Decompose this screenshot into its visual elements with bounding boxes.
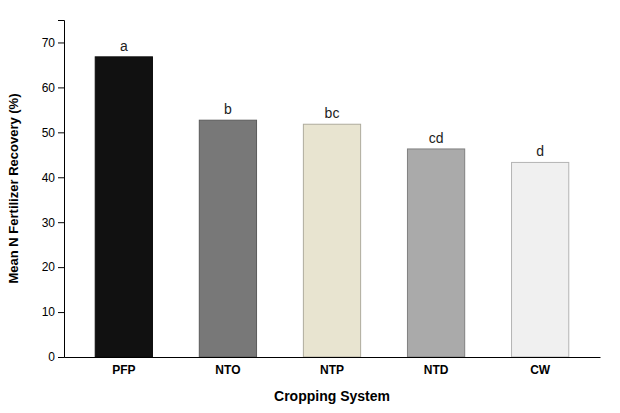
bar xyxy=(303,124,360,357)
bar xyxy=(512,162,569,357)
chart: 0 10 20 30 40 50 60 70 PFP NTO NTP NTD CW a b bc cd d Crop… xyxy=(0,0,620,413)
tick-label: 50 xyxy=(42,126,56,140)
axis-line xyxy=(65,357,601,358)
tick: 50 xyxy=(42,126,64,140)
tick-label: 60 xyxy=(42,81,56,95)
tick-label: NTO xyxy=(215,363,240,377)
tick-label: PFP xyxy=(112,363,135,377)
x-axis: PFP NTO NTP NTD CW xyxy=(65,358,601,377)
annotation: cd xyxy=(429,130,444,146)
tick: 40 xyxy=(42,171,64,185)
annotation: a xyxy=(120,38,128,54)
tick-label: 20 xyxy=(42,260,56,274)
annotation: bc xyxy=(325,105,340,121)
tick-mark xyxy=(58,222,64,223)
tick-mark xyxy=(58,357,64,358)
tick-label: NTD xyxy=(424,363,449,377)
tick-mark xyxy=(58,267,64,268)
bar xyxy=(95,57,152,357)
tick: 10 xyxy=(42,305,64,319)
tick: 60 xyxy=(42,81,64,95)
plot: 0 10 20 30 40 50 60 70 PFP NTO NTP NTD CW a b bc cd d xyxy=(42,21,601,377)
tick: 0 xyxy=(48,350,64,364)
y-axis-title: Mean N Fertilizer Recovery (%) xyxy=(6,93,21,283)
x-axis-title: Cropping System xyxy=(274,388,390,404)
tick-mark xyxy=(58,132,64,133)
tick-label: 30 xyxy=(42,216,56,230)
tick-label: 0 xyxy=(48,350,55,364)
tick: 20 xyxy=(42,260,64,274)
bar xyxy=(199,120,256,357)
annotation: b xyxy=(224,101,232,117)
tick-mark xyxy=(58,42,64,43)
tick-label: 40 xyxy=(42,171,56,185)
tick-label: CW xyxy=(530,363,551,377)
tick-label: 10 xyxy=(42,305,56,319)
annotation: d xyxy=(536,143,544,159)
bars xyxy=(95,57,569,357)
tick-label: NTP xyxy=(320,363,344,377)
tick-mark xyxy=(58,177,64,178)
tick-label: 70 xyxy=(42,36,56,50)
axis-line xyxy=(58,21,65,358)
annotations: a b bc cd d xyxy=(120,38,544,160)
tick: CW xyxy=(530,363,551,377)
bar xyxy=(407,149,464,357)
y-axis: 0 10 20 30 40 50 60 70 xyxy=(42,21,65,365)
tick: 70 xyxy=(42,36,64,50)
tick-mark xyxy=(58,312,64,313)
tick: 30 xyxy=(42,216,64,230)
tick-mark xyxy=(58,87,64,88)
tick: PFP xyxy=(112,363,135,377)
tick: NTD xyxy=(424,363,449,377)
tick: NTO xyxy=(215,363,240,377)
tick: NTP xyxy=(320,363,344,377)
